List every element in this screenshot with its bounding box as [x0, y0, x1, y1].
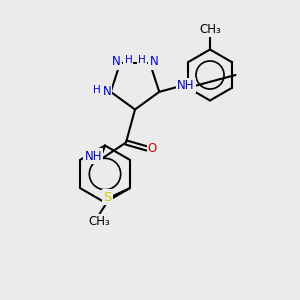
Text: NH: NH: [85, 149, 102, 163]
Text: CH₃: CH₃: [199, 23, 221, 36]
Text: N: N: [112, 56, 121, 68]
Text: S: S: [103, 191, 112, 204]
Text: NH: NH: [177, 79, 195, 92]
Text: O: O: [148, 142, 157, 155]
Text: N: N: [149, 56, 158, 68]
Text: H: H: [124, 55, 132, 65]
Text: CH₃: CH₃: [89, 215, 111, 228]
Text: H: H: [93, 85, 101, 95]
Text: N: N: [103, 85, 111, 98]
Text: H: H: [138, 55, 146, 65]
